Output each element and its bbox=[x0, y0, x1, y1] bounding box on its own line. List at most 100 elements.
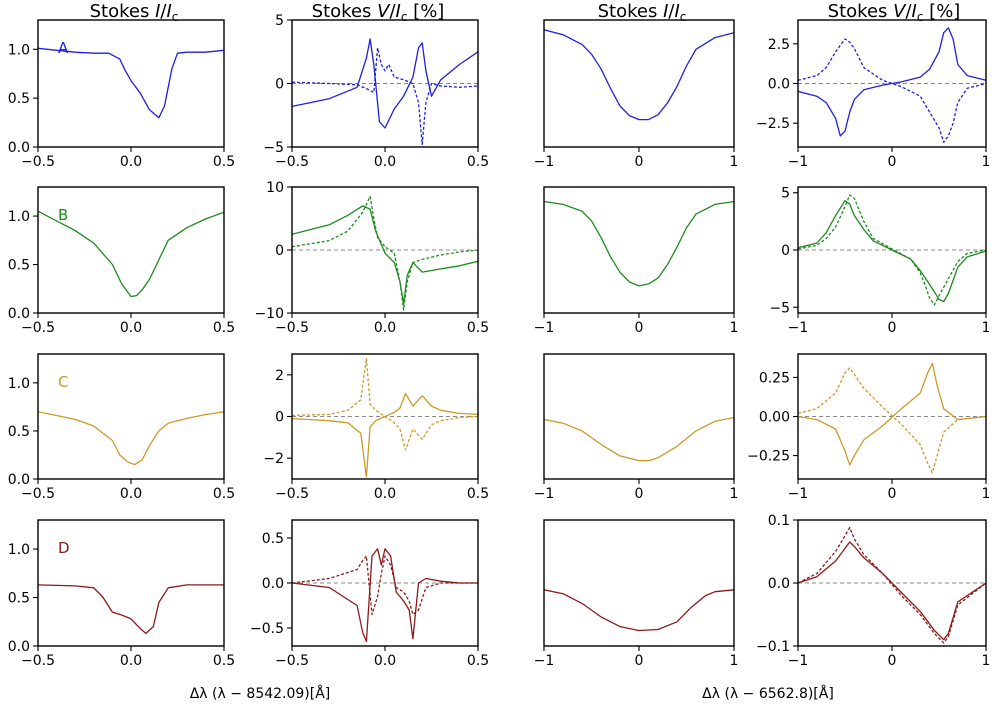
x-tick-label: −0.5 bbox=[275, 154, 309, 170]
x-tick-label: −0.5 bbox=[21, 486, 55, 502]
y-tick-label: 0 bbox=[275, 77, 284, 93]
y-tick-label: 1.0 bbox=[8, 542, 30, 558]
x-tick-label: 1 bbox=[982, 320, 991, 336]
y-tick-label: 1.0 bbox=[8, 42, 30, 58]
y-tick-label: 2 bbox=[275, 368, 284, 384]
series-observed-line bbox=[38, 210, 224, 298]
y-tick-label: 5 bbox=[781, 186, 790, 202]
y-tick-label: 0.0 bbox=[262, 576, 284, 592]
x-tick-label: −0.5 bbox=[275, 486, 309, 502]
panel-C-3: −1 0 1 bbox=[534, 353, 739, 502]
y-tick-label: 0.5 bbox=[8, 91, 30, 107]
x-tick-label: −1 bbox=[534, 154, 555, 170]
x-tick-label: 0 bbox=[635, 154, 644, 170]
y-tick-label: 0 bbox=[275, 410, 284, 426]
x-tick-label: 0.0 bbox=[120, 653, 142, 669]
axes-frame bbox=[543, 186, 735, 314]
x-tick-label: −1 bbox=[788, 320, 809, 336]
series-observed-line bbox=[544, 200, 734, 287]
series-observed-line bbox=[292, 357, 478, 451]
panel-grid: −0.5 0.0 0.50.00.51.0 A−0.5 0.0 0.5−505−1 0 1 −1… bbox=[8, 13, 991, 669]
column-title-4: Stokes V/Ic [%] bbox=[828, 1, 961, 24]
x-tick-label: −0.5 bbox=[275, 320, 309, 336]
y-tick-label: 0.5 bbox=[8, 424, 30, 440]
y-tick-label: −5 bbox=[769, 300, 790, 316]
series-observed-line bbox=[292, 47, 478, 146]
y-tick-label: 0 bbox=[275, 243, 284, 259]
x-tick-label: −1 bbox=[788, 653, 809, 669]
x-tick-label: −0.5 bbox=[275, 653, 309, 669]
series-fit-line bbox=[798, 541, 986, 641]
x-tick-label: 1 bbox=[730, 486, 739, 502]
y-tick-label: 0.0 bbox=[8, 140, 30, 156]
panel-D-4: −1 0 1 −0.1 0.0 0.1 bbox=[756, 513, 990, 669]
y-tick-label: 0.0 bbox=[768, 576, 790, 592]
series-observed-line bbox=[798, 38, 986, 143]
x-tick-label: 0.5 bbox=[213, 320, 235, 336]
panel-D-2: −0.5 0.0 0.5 −0.5 0.0 0.5 bbox=[250, 519, 489, 669]
y-tick-label: −10 bbox=[254, 306, 284, 322]
x-tick-label: 0.5 bbox=[467, 486, 489, 502]
x-tick-label: 0 bbox=[888, 486, 897, 502]
y-tick-label: −2 bbox=[263, 451, 284, 467]
x-tick-label: 0.0 bbox=[120, 154, 142, 170]
x-tick-label: 1 bbox=[982, 154, 991, 170]
x-tick-label: 0.5 bbox=[213, 486, 235, 502]
y-tick-label: 0 bbox=[781, 243, 790, 259]
column-title-1: Stokes I/Ic bbox=[90, 1, 179, 24]
panel-B-1: −0.5 0.0 0.50.00.51.0 B bbox=[8, 186, 235, 336]
series-observed-line bbox=[292, 555, 478, 616]
panel-B-3: −1 0 1 bbox=[534, 186, 738, 336]
y-tick-label: 2.5 bbox=[768, 37, 790, 53]
column-titles: Stokes I/Ic Stokes V/Ic [%] Stokes I/Ic Sto… bbox=[90, 1, 961, 24]
x-tick-label: 0.0 bbox=[120, 320, 142, 336]
x-tick-label: 0.0 bbox=[374, 653, 396, 669]
row-label-A: A bbox=[58, 39, 69, 57]
series-observed-line bbox=[292, 195, 478, 311]
x-tick-label: −0.5 bbox=[21, 653, 55, 669]
x-tick-label: 0 bbox=[635, 653, 644, 669]
y-tick-label: 1.0 bbox=[8, 376, 30, 392]
series-observed-line bbox=[38, 411, 224, 466]
y-tick-label: −5 bbox=[263, 140, 284, 156]
series-fit-line bbox=[798, 200, 986, 303]
series-fit-line bbox=[292, 392, 478, 478]
panel-C-2: −0.5 0.0 0.5 −2 0 2 bbox=[263, 353, 489, 502]
panel-A-2: −0.5 0.0 0.5 −5 0 5 bbox=[263, 13, 489, 170]
y-tick-label: 0.0 bbox=[768, 77, 790, 93]
x-axis-label-halpha: Δλ (λ − 6562.8)[Å] bbox=[702, 685, 834, 702]
x-tick-label: 0 bbox=[888, 320, 897, 336]
series-fit-line bbox=[798, 362, 986, 466]
y-tick-label: 0.00 bbox=[759, 410, 790, 426]
x-tick-label: 0.0 bbox=[374, 320, 396, 336]
x-tick-label: −1 bbox=[788, 154, 809, 170]
panel-C-4: −1 0 1 −0.25 0.00 0.25 bbox=[747, 353, 990, 502]
x-tick-label: 0.5 bbox=[467, 320, 489, 336]
y-tick-label: 0.0 bbox=[8, 306, 30, 322]
panel-D-1: −0.5 0.0 0.50.00.51.0 D bbox=[8, 519, 235, 669]
y-tick-label: 5 bbox=[275, 13, 284, 29]
y-tick-label: 10 bbox=[266, 180, 284, 196]
x-tick-label: 1 bbox=[982, 653, 991, 669]
axes-frame bbox=[543, 519, 735, 647]
x-tick-label: −1 bbox=[534, 320, 555, 336]
series-observed-line bbox=[544, 29, 734, 121]
panel-D-3: −1 0 1 bbox=[534, 519, 739, 669]
x-tick-label: −1 bbox=[534, 653, 555, 669]
x-tick-label: 0 bbox=[888, 154, 897, 170]
series-observed-line bbox=[38, 584, 224, 635]
x-tick-label: 0.5 bbox=[467, 653, 489, 669]
series-fit-line bbox=[292, 548, 478, 643]
column-title-2: Stokes V/Ic [%] bbox=[312, 1, 445, 24]
y-tick-label: 1.0 bbox=[8, 209, 30, 225]
x-tick-label: 0.5 bbox=[213, 653, 235, 669]
series-observed-line bbox=[798, 194, 986, 306]
y-tick-label: 0.5 bbox=[262, 531, 284, 547]
y-tick-label: 0.1 bbox=[768, 513, 790, 529]
series-fit-line bbox=[292, 38, 478, 129]
panel-A-4: −1 0 1 −2.5 0.0 2.5 bbox=[756, 19, 991, 170]
series-observed-line bbox=[798, 367, 986, 474]
x-tick-label: 0 bbox=[635, 320, 644, 336]
x-tick-label: 1 bbox=[730, 653, 739, 669]
y-tick-label: −2.5 bbox=[756, 116, 790, 132]
